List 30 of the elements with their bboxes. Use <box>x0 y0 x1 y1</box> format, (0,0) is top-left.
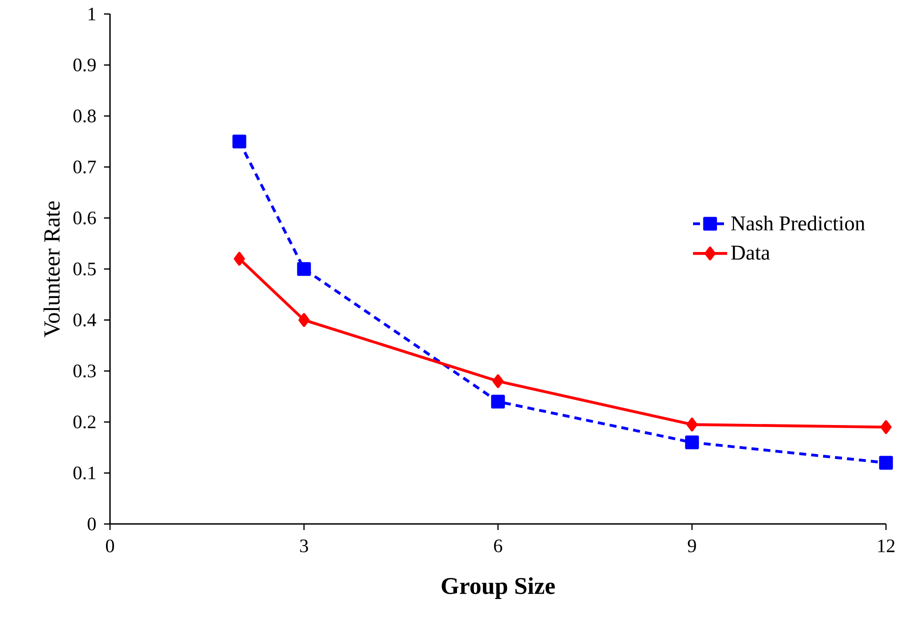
y-tick-label: 0.5 <box>73 262 96 276</box>
point <box>685 435 699 450</box>
point <box>234 252 245 266</box>
x-tick-label: 12 <box>878 540 894 552</box>
y-tick-label: 0.3 <box>73 364 96 378</box>
y-tick-label: 0.9 <box>73 58 96 72</box>
x-axis-title: Group Size <box>442 577 555 599</box>
point <box>491 394 505 408</box>
y-tick-label: 0 <box>88 518 96 530</box>
point <box>492 374 504 388</box>
y-tick-label: 0.7 <box>73 160 96 174</box>
y-tick-label: 0.1 <box>73 466 96 480</box>
point <box>232 134 246 148</box>
point <box>686 418 698 432</box>
legend-label: Nash Prediction <box>731 216 865 231</box>
y-tick-label: 1 <box>88 8 96 20</box>
x-tick-label: 9 <box>688 540 696 552</box>
y-axis-title: Volunteer Rate <box>44 201 60 338</box>
point <box>298 313 310 327</box>
y-tick-label: 0.4 <box>73 314 96 326</box>
x-tick-label: 3 <box>300 540 308 552</box>
point <box>297 262 311 276</box>
point <box>879 456 893 470</box>
point <box>880 420 892 434</box>
legend-label: Data <box>731 246 770 260</box>
x-tick-label: 0 <box>106 540 114 552</box>
y-tick-label: 0.2 <box>73 416 96 428</box>
x-tick-label: 6 <box>494 540 502 552</box>
y-tick-label: 0.6 <box>73 212 96 224</box>
y-tick-label: 0.8 <box>73 110 96 122</box>
